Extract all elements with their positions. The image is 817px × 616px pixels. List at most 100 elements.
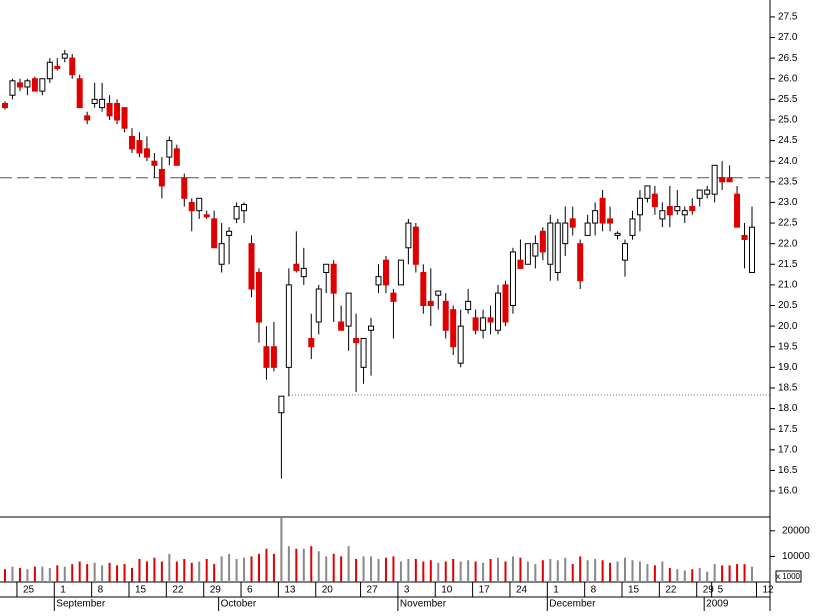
y-tick-label: 27.0 — [778, 32, 798, 43]
volume-bar — [579, 556, 582, 582]
candle-body — [382, 259, 389, 286]
volume-bar — [347, 546, 350, 582]
x-tick-label: 6 — [247, 585, 253, 596]
candle-body — [509, 251, 516, 306]
month-label: 2009 — [706, 599, 729, 610]
candle-body — [584, 222, 591, 236]
candle-body — [480, 317, 487, 331]
y-tick-label: 24.5 — [778, 135, 798, 146]
volume-bar — [661, 561, 664, 582]
candle-body — [106, 102, 113, 117]
candle-body — [218, 243, 225, 265]
volume-bar — [63, 566, 66, 582]
candle-body — [689, 206, 696, 212]
candle-body — [502, 284, 509, 323]
volume-bar — [93, 562, 96, 582]
volume-bar — [235, 558, 238, 582]
candle-body — [405, 222, 412, 249]
volume-bar — [571, 564, 574, 582]
candle-body — [547, 222, 554, 265]
y-tick-label: 24.0 — [778, 156, 798, 167]
candle-body — [562, 222, 569, 245]
volume-bar — [116, 565, 119, 582]
month-label: December — [549, 599, 596, 610]
y-tick-label: 16.5 — [778, 465, 798, 476]
candle-body — [666, 206, 673, 216]
volume-bar — [101, 565, 104, 582]
volume-bar — [414, 558, 417, 582]
candle-body — [554, 222, 561, 274]
x-tick-label: 12 — [762, 585, 774, 596]
volume-bar — [228, 553, 231, 582]
y-tick-label: 25.5 — [778, 94, 798, 105]
candle-body — [674, 206, 681, 212]
x-tick-label: 22 — [172, 585, 184, 596]
volume-bar — [586, 560, 589, 582]
x-tick-label: 24 — [516, 585, 528, 596]
candle-body — [442, 300, 449, 331]
candle-body — [569, 218, 576, 228]
volume-bar — [213, 564, 216, 582]
candle-body — [226, 230, 233, 236]
candle-body — [711, 164, 718, 195]
candle-body — [2, 102, 8, 109]
volume-bar — [683, 570, 686, 582]
candle-body — [248, 243, 255, 290]
volume-bar — [220, 556, 223, 582]
candle-body — [749, 226, 755, 274]
volume-bar — [78, 561, 81, 582]
volume-bar — [145, 561, 148, 582]
volume-bar — [287, 546, 290, 582]
candle-body — [622, 243, 629, 261]
x-tick-label: 13 — [284, 585, 296, 596]
candle-body — [629, 218, 636, 236]
month-label: October — [221, 599, 257, 610]
candle-body — [54, 65, 61, 69]
candle-body — [614, 232, 621, 236]
candle-body — [338, 321, 345, 331]
x-tick-label: 3 — [404, 585, 410, 596]
x-tick-label: 8 — [98, 585, 104, 596]
volume-bar — [668, 567, 671, 582]
candle-body — [741, 234, 748, 241]
candle-body — [345, 292, 352, 327]
y-tick-label: 21.0 — [778, 280, 798, 291]
candle-body — [420, 272, 427, 307]
volume-bar — [474, 561, 477, 582]
y-tick-label: 21.5 — [778, 259, 798, 270]
volume-bar — [713, 564, 716, 582]
volume-bar — [459, 561, 462, 582]
candle-body — [308, 337, 315, 348]
y-tick-label: 19.0 — [778, 362, 798, 373]
candle-body — [532, 243, 539, 257]
candle-body — [681, 210, 688, 216]
candle-body — [263, 346, 270, 368]
candle-body — [435, 290, 442, 296]
candle-body — [696, 189, 703, 199]
volume-bar — [130, 567, 133, 582]
volume-bar — [638, 561, 641, 582]
x-tick-label: 1 — [60, 585, 66, 596]
volume-bar — [504, 561, 507, 582]
x-tick-label: 8 — [591, 585, 597, 596]
candle-body — [241, 203, 248, 212]
volume-bar — [556, 560, 559, 582]
volume-bar — [728, 565, 731, 582]
candle-body — [412, 226, 419, 265]
volume-bar — [340, 556, 343, 582]
volume-bar — [526, 561, 529, 582]
candle-body — [651, 193, 658, 208]
volume-bar — [355, 558, 358, 582]
volume-bar — [243, 557, 246, 582]
candle-body — [46, 61, 53, 80]
volume-bar — [123, 564, 126, 582]
candle-body — [166, 140, 173, 158]
volume-bar — [33, 566, 36, 582]
volume-bar — [198, 561, 201, 582]
candle-body — [315, 288, 322, 323]
candle-body — [390, 292, 397, 302]
candle-body — [472, 317, 479, 331]
volume-bar — [489, 558, 492, 582]
candle-body — [300, 267, 307, 278]
volume-bar — [437, 562, 440, 582]
